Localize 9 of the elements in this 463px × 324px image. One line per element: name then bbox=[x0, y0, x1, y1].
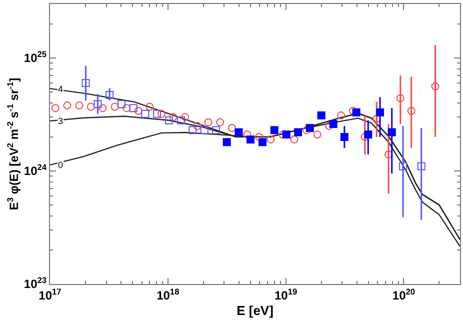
x-tick-label: 10$^{20}$ bbox=[392, 286, 416, 302]
series-label: 4 bbox=[58, 84, 64, 94]
y-tick-label: 10$^{24}$ bbox=[24, 162, 47, 178]
series-label: 3 bbox=[58, 116, 64, 126]
y-tick-label: 10$^{25}$ bbox=[24, 49, 47, 66]
series-label: 0 bbox=[58, 160, 64, 170]
x-axis-title: E [eV] bbox=[236, 303, 274, 318]
x-tick-label: 10$^{18}$ bbox=[156, 286, 180, 302]
x-tick-label: 10$^{19}$ bbox=[274, 286, 298, 302]
